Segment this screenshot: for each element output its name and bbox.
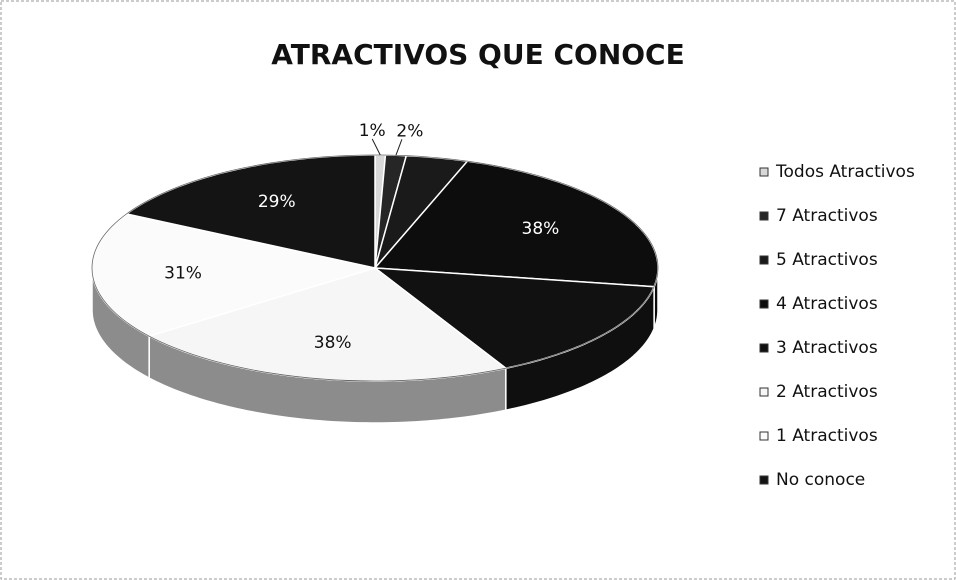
legend-swatch: [759, 211, 769, 221]
legend-label: Todos Atractivos: [775, 162, 915, 182]
legend-swatch: [759, 255, 769, 265]
legend-label: 1 Atractivos: [776, 426, 878, 446]
legend-label: 4 Atractivos: [776, 294, 878, 314]
data-label: 38%: [522, 219, 560, 239]
legend-swatch: [759, 475, 769, 485]
legend-swatch: [759, 299, 769, 309]
data-label: 31%: [164, 264, 202, 284]
data-label: 2%: [396, 121, 423, 141]
pie: 1% 2% 38% 38% 31% 29%: [91, 121, 659, 424]
data-label: 29%: [258, 192, 296, 212]
legend: Todos Atractivos 7 Atractivos 5 Atractivos…: [759, 162, 915, 490]
legend-swatch: [759, 343, 769, 353]
data-label: 38%: [314, 333, 352, 353]
legend-label: 5 Atractivos: [776, 250, 878, 270]
legend-label: 7 Atractivos: [776, 206, 878, 226]
legend-label: No conoce: [776, 470, 865, 490]
legend-label: 2 Atractivos: [776, 382, 878, 402]
data-label: 1%: [359, 121, 386, 141]
chart-title: ATRACTIVOS QUE CONOCE: [271, 38, 684, 71]
legend-swatch: [759, 431, 769, 441]
label-leader: [371, 138, 381, 156]
legend-label: 3 Atractivos: [776, 338, 878, 358]
legend-swatch: [759, 387, 769, 397]
pie-outline: [91, 154, 659, 382]
legend-swatch: [759, 167, 769, 177]
label-leader: [395, 139, 403, 156]
